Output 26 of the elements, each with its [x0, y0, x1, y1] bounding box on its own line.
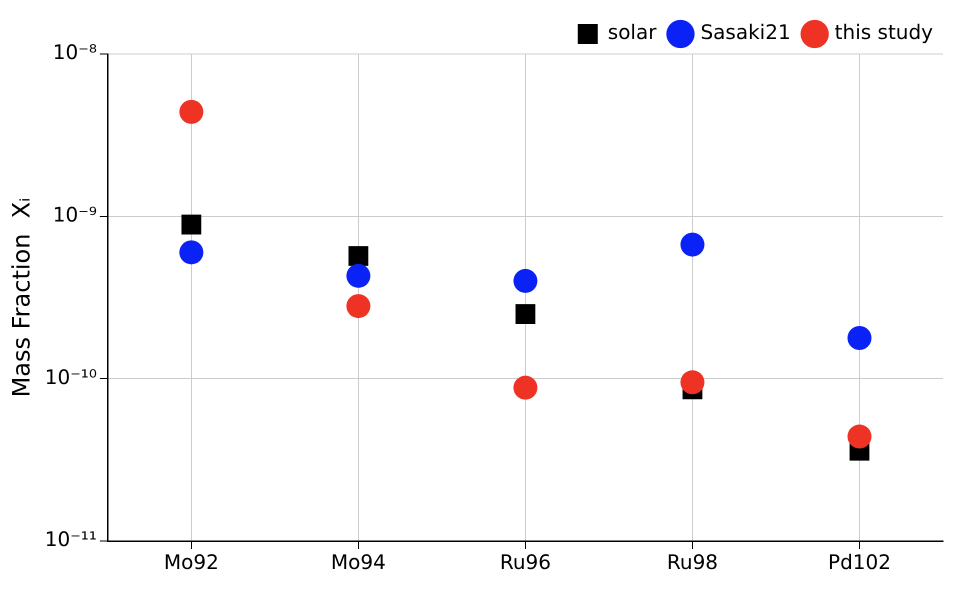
y-axis-title: Mass Fraction Xᵢ [8, 198, 36, 398]
point [179, 240, 204, 264]
point [513, 268, 538, 293]
point [346, 294, 370, 318]
y-tick-label: 10⁻⁹ [52, 202, 97, 227]
point [348, 246, 368, 266]
legend-label: Sasaki21 [700, 20, 791, 44]
x-tick-label: Ru96 [500, 550, 551, 574]
legend-label: solar [608, 20, 658, 44]
point [847, 326, 872, 350]
point [847, 424, 872, 449]
point [680, 370, 704, 394]
point [513, 376, 538, 400]
legend-label: this study [834, 20, 934, 44]
point [179, 100, 204, 124]
point [181, 214, 202, 234]
y-tick-label: 10⁻⁸ [52, 40, 97, 64]
y-tick-label: 10⁻¹¹ [44, 527, 97, 552]
point [516, 304, 536, 324]
x-tick-label: Mo92 [164, 550, 219, 574]
point [680, 232, 704, 257]
x-tick-label: Mo94 [330, 550, 386, 574]
x-tick-label: Pd102 [828, 550, 891, 574]
y-tick-label: 10⁻¹⁰ [44, 364, 97, 389]
x-tick-label: Ru98 [666, 550, 718, 574]
point [346, 264, 370, 288]
